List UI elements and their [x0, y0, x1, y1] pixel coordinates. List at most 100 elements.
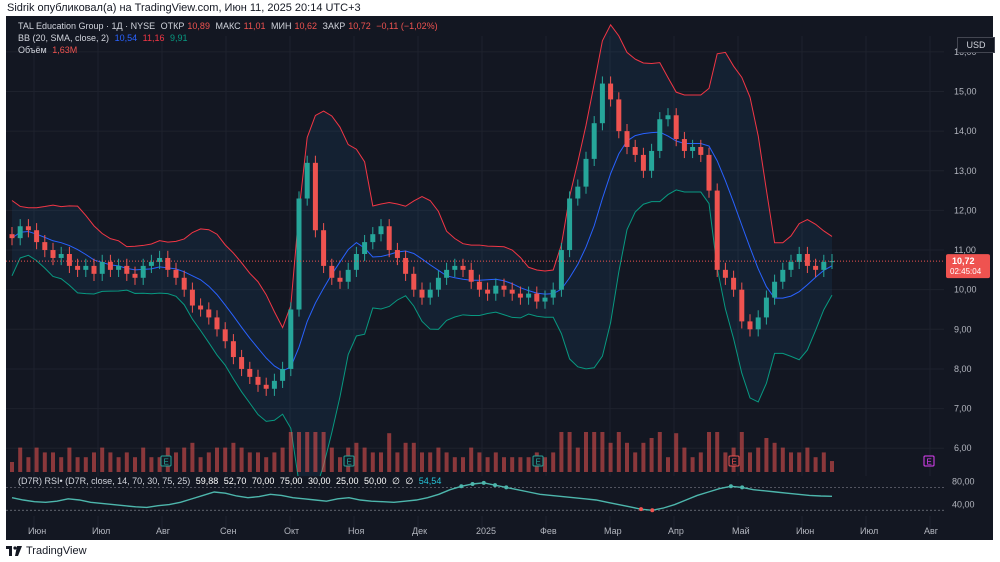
- time-tick-label: Авг: [156, 526, 171, 536]
- chart-panel[interactable]: 16,0015,0014,0013,0012,0011,0010,009,008…: [6, 16, 995, 540]
- rsi-signal-dot: [740, 485, 745, 490]
- candle: [50, 250, 56, 258]
- volume-bar: [272, 452, 277, 472]
- candle: [813, 265, 819, 270]
- rsi-value-2: 52,70: [223, 476, 247, 486]
- rsi-value-9: ∅: [405, 476, 414, 486]
- volume-bar: [92, 452, 96, 472]
- volume-bar: [338, 457, 342, 472]
- volume-bar: [124, 452, 129, 472]
- candle: [386, 226, 392, 251]
- price-tick-label: 7,00: [954, 404, 972, 414]
- axes: 16,0015,0014,0013,0012,0011,0010,009,008…: [6, 47, 990, 536]
- volume-bar: [436, 447, 441, 472]
- time-tick-label: Окт: [284, 526, 299, 536]
- candle: [165, 257, 171, 270]
- time-tick-label: Сен: [220, 526, 237, 536]
- volume-value: 1,63M: [52, 45, 78, 55]
- candle: [673, 115, 679, 140]
- bb-basis-value: 10,54: [114, 33, 138, 43]
- candle: [353, 254, 359, 270]
- volume-legend[interactable]: Объём 1,63M: [18, 45, 80, 55]
- high-label: МАКС: [215, 21, 241, 31]
- candle: [821, 261, 827, 270]
- volume-bar: [518, 457, 523, 472]
- candle: [583, 158, 589, 187]
- volume-bar: [698, 452, 703, 472]
- candle: [189, 289, 195, 306]
- rsi-label: (D7R) RSI• (D7R, close, 14, 70, 30, 75, …: [18, 476, 191, 486]
- volume-bar: [682, 447, 687, 472]
- volume-bar: [100, 447, 105, 472]
- time-tick-label: Июн: [28, 526, 46, 536]
- tradingview-brand[interactable]: TradingView: [26, 545, 87, 557]
- time-tick-label: Ноя: [348, 526, 365, 536]
- candle: [468, 269, 474, 282]
- currency-button[interactable]: USD: [957, 37, 995, 53]
- volume-bar: [313, 432, 318, 472]
- rsi-value-6: 25,00: [335, 476, 359, 486]
- volume-bar: [215, 447, 219, 472]
- rsi-signal-dot: [504, 485, 509, 490]
- candle: [140, 265, 146, 278]
- candle: [329, 265, 335, 278]
- volume-bar: [133, 457, 137, 472]
- symbol-name[interactable]: TAL Education Group · 1Д · NYSE: [18, 21, 156, 31]
- price-tick-label: 10,00: [954, 285, 977, 295]
- time-tick-label: Май: [732, 526, 750, 536]
- volume-bar: [75, 457, 80, 472]
- volume-bar: [789, 452, 793, 472]
- volume-bar: [633, 452, 638, 472]
- candle: [370, 234, 376, 243]
- candle: [9, 234, 15, 239]
- earnings-marker: [343, 455, 355, 467]
- time-tick-label: Июн: [796, 526, 814, 536]
- time-tick-label: Мар: [604, 526, 622, 536]
- candle: [542, 297, 548, 302]
- volume-bar: [26, 457, 31, 472]
- bb-label: BB (20, SMA, close, 2): [18, 33, 110, 43]
- candle: [173, 269, 179, 278]
- candle: [591, 123, 597, 159]
- volume-bar: [223, 447, 228, 472]
- candle: [17, 226, 23, 239]
- bb-legend[interactable]: BB (20, SMA, close, 2) 10,54 11,16 9,91: [18, 33, 191, 43]
- candle: [698, 146, 704, 155]
- candle: [42, 242, 48, 251]
- volume-bar: [256, 452, 260, 472]
- candle: [534, 293, 540, 302]
- volume-bar: [182, 447, 187, 472]
- candle: [91, 265, 97, 274]
- candle: [509, 289, 515, 294]
- time-tick-label: Апр: [668, 526, 684, 536]
- candle: [107, 261, 113, 270]
- candle: [763, 297, 769, 318]
- candle: [312, 162, 318, 231]
- volume-bar: [649, 438, 654, 472]
- low-label: МИН: [271, 21, 292, 31]
- candle: [148, 261, 154, 266]
- candle: [599, 83, 605, 124]
- volume-bar: [51, 452, 55, 472]
- volume-bar: [641, 442, 646, 472]
- bollinger-band-lines: [11, 23, 833, 507]
- time-tick-label: Фев: [540, 526, 557, 536]
- volume-bar: [477, 452, 482, 472]
- volume-bar: [116, 457, 121, 472]
- candle: [558, 250, 564, 290]
- price-chart-svg[interactable]: 16,0015,0014,0013,0012,0011,0010,009,008…: [6, 16, 993, 540]
- rsi-pane: [6, 476, 944, 516]
- rsi-value-3: 70,00: [251, 476, 275, 486]
- volume-bar: [157, 457, 162, 472]
- volume-bar: [666, 457, 670, 472]
- volume-bar: [821, 452, 826, 472]
- candle: [288, 309, 294, 369]
- volume-bar: [174, 452, 178, 472]
- candle: [321, 230, 327, 266]
- volume-bar: [510, 457, 515, 472]
- volume-bar: [198, 457, 203, 472]
- candle: [780, 269, 786, 282]
- volume-bar: [370, 452, 375, 472]
- volume-bar: [526, 457, 531, 472]
- rsi-legend[interactable]: (D7R) RSI• (D7R, close, 14, 70, 30, 75, …: [18, 476, 444, 487]
